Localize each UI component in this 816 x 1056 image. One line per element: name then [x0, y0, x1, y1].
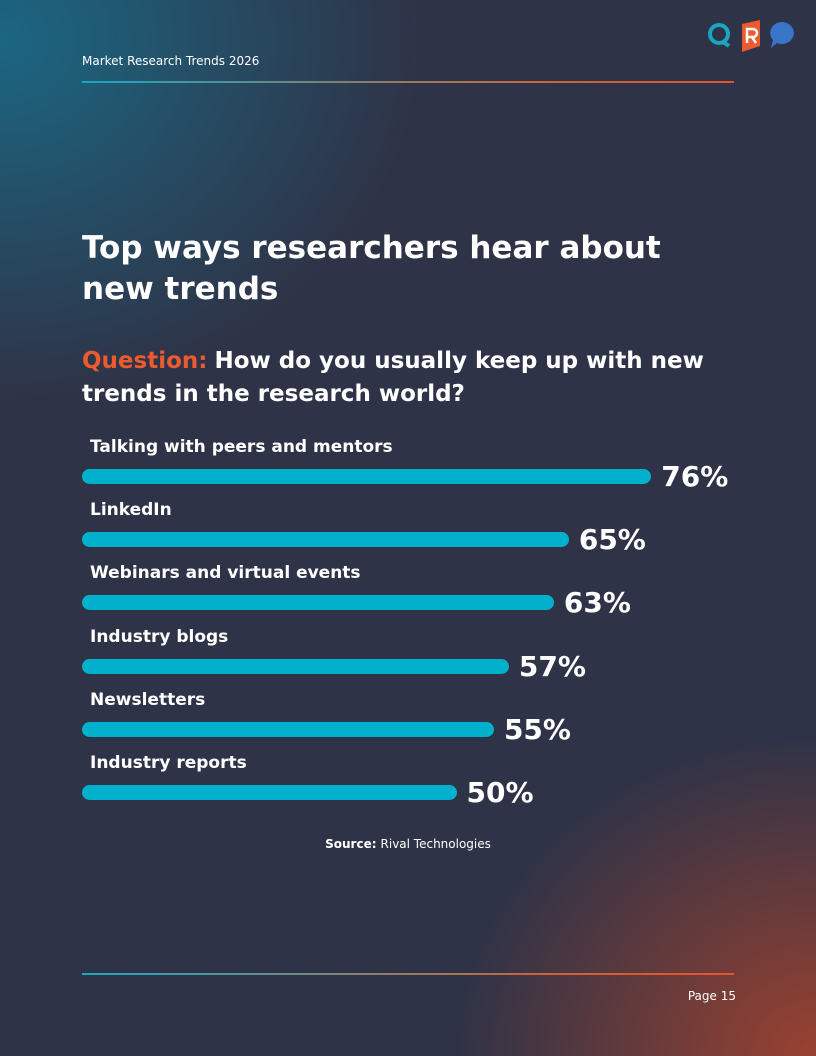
value-label: 50% [466, 776, 534, 809]
bar [82, 785, 457, 800]
bar [82, 595, 554, 611]
category-label: Talking with peers and mentors [90, 437, 393, 457]
bar [82, 721, 494, 737]
bar [82, 658, 509, 674]
footer-rule [82, 973, 734, 975]
header-title: Market Research Trends 2026 [82, 54, 260, 68]
question-text: How do you usually keep up with new tren… [82, 348, 704, 407]
question: Question: How do you usually keep up with… [82, 345, 722, 411]
bar [82, 532, 569, 548]
value-label: 63% [563, 586, 631, 620]
category-label: Webinars and virtual events [90, 563, 361, 584]
value-label: 65% [578, 523, 646, 557]
category-label: LinkedIn [90, 500, 172, 521]
source-text: Rival Technologies [380, 837, 491, 851]
value-label: 76% [661, 460, 729, 493]
page-title: Top ways researchers hear about new tren… [82, 230, 661, 307]
category-label: Newsletters [90, 689, 206, 710]
header-rule [82, 81, 734, 83]
category-label: Industry blogs [90, 626, 229, 647]
value-label: 55% [503, 712, 571, 746]
logo [708, 20, 794, 52]
question-label: Question: [82, 348, 208, 374]
category-label: Industry reports [90, 753, 247, 773]
value-label: 57% [518, 649, 586, 683]
source-label: Source: [325, 837, 377, 851]
page-number: Page 15 [687, 989, 736, 1003]
source: Source: Rival Technologies [0, 837, 816, 851]
bar [82, 469, 652, 484]
